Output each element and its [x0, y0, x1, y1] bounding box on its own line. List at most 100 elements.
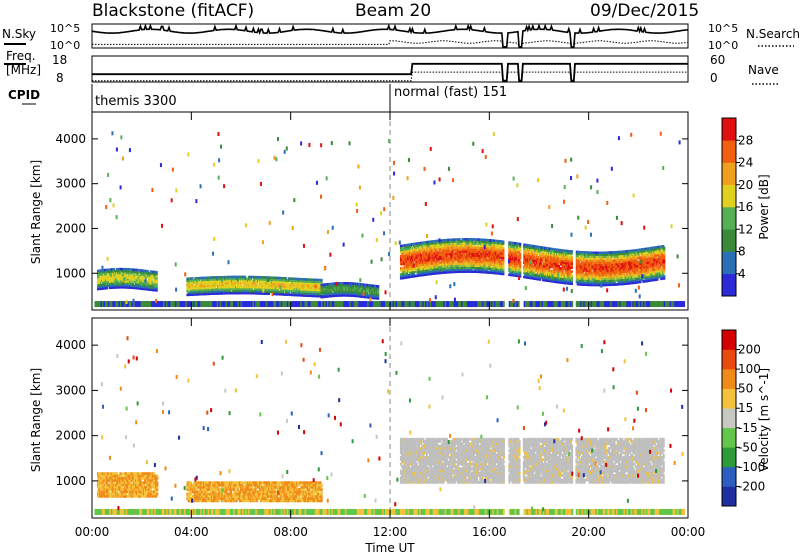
power-scatter-cell	[270, 276, 273, 279]
power-scatter-cell	[229, 287, 232, 291]
power-scatter-cell	[257, 286, 261, 289]
count-tick-left-top: 10^5	[50, 22, 80, 35]
power-scatter-cell	[591, 283, 594, 287]
power-scatter-cell	[595, 251, 598, 255]
power-scatter-cell	[519, 242, 522, 246]
power-scatter-cell	[496, 272, 499, 275]
power-scatter-cell	[583, 277, 586, 280]
cpid-label: CPID	[8, 88, 40, 102]
power-scatter-cell	[295, 279, 298, 283]
power-scatter-cell	[406, 273, 410, 277]
power-scatter-cell	[408, 275, 412, 279]
power-scatter-cell	[457, 260, 460, 263]
power-scatter-cell	[131, 282, 134, 286]
power-scatter-cell	[227, 277, 230, 281]
power-scatter-cell	[592, 251, 595, 255]
power-scatter-cell	[254, 277, 258, 281]
power-scatter-cell	[530, 246, 533, 250]
power-scatter-cell	[305, 282, 308, 285]
power-scatter-cell	[570, 276, 573, 279]
power-scatter-cell	[519, 263, 522, 266]
power-scatter-cell	[534, 263, 537, 266]
power-scatter-cell	[265, 278, 269, 281]
power-scatter-cell	[463, 250, 466, 253]
power-scatter-cell	[265, 284, 269, 287]
power-scatter-cell	[502, 248, 505, 252]
power-scatter-cell	[541, 252, 545, 256]
power-scatter-cell	[136, 280, 139, 284]
power-scatter-cell	[405, 272, 409, 275]
power-scatter-cell	[193, 279, 196, 282]
power-scatter-cell	[578, 281, 581, 284]
beam-label: Beam 20	[355, 1, 431, 21]
power-scatter-cell	[568, 280, 571, 283]
power-scatter-cell	[120, 271, 124, 275]
power-scatter-cell	[519, 271, 522, 274]
power-scatter-cell	[474, 238, 477, 241]
freq-trace	[92, 62, 688, 82]
power-scatter-cell	[456, 258, 459, 261]
power-scatter-cell	[477, 248, 480, 251]
power-scatter-cell	[155, 274, 158, 278]
power-scatter-cell	[146, 270, 149, 273]
power-scatter-cell	[519, 267, 522, 270]
power-scatter-cell	[286, 281, 289, 284]
power-scatter-cell	[241, 291, 244, 295]
power-scatter-cell	[423, 245, 426, 248]
power-scatter-cell	[116, 271, 120, 275]
power-scatter-cell	[120, 267, 124, 271]
power-scatter-cell	[229, 289, 232, 293]
power-scatter-cell	[210, 288, 213, 291]
power-scatter-cell	[252, 277, 256, 281]
power-scatter-cell	[605, 283, 608, 287]
power-scatter-cell	[539, 266, 543, 269]
power-scatter-cell	[461, 242, 464, 245]
power-scatter-cell	[199, 292, 202, 296]
power-scatter-cell	[450, 244, 453, 248]
power-scatter-cell	[324, 293, 327, 296]
power-scatter-cell	[485, 265, 488, 268]
power-scatter-cell	[556, 262, 560, 266]
power-scatter-cell	[431, 246, 434, 249]
power-scatter-cell	[193, 289, 196, 292]
power-scatter-cell	[437, 243, 440, 247]
power-scatter-cell	[408, 247, 412, 250]
power-scatter-cell	[286, 293, 289, 296]
power-scatter-cell	[494, 269, 497, 273]
power-scatter-cell	[471, 240, 474, 243]
power-scatter-cell	[237, 289, 240, 293]
power-scatter-cell	[239, 287, 242, 291]
power-scatter-cell	[270, 290, 273, 294]
power-scatter-cell	[561, 277, 565, 280]
power-scatter-cell	[544, 259, 548, 262]
power-scatter-cell	[519, 254, 522, 258]
power-scatter-cell	[225, 289, 228, 293]
power-scatter-cell	[452, 256, 455, 260]
power-scatter-cell	[443, 241, 446, 244]
power-scatter-cell	[110, 282, 114, 285]
power-scatter-cell	[146, 276, 149, 279]
power-scatter-cell	[600, 265, 603, 269]
power-scatter-cell	[605, 261, 608, 265]
power-scatter-cell	[298, 277, 301, 281]
power-scatter-cell	[149, 282, 152, 285]
power-scatter-cell	[488, 245, 491, 248]
power-scatter-cell	[352, 286, 355, 289]
power-scatter-cell	[576, 254, 579, 258]
power-scatter-cell	[111, 276, 115, 279]
power-scatter-cell	[188, 283, 191, 286]
power-scatter-cell	[482, 260, 485, 264]
power-scatter-cell	[106, 280, 110, 284]
power-scatter-cell	[517, 270, 520, 274]
power-scatter-cell	[262, 282, 266, 285]
power-scatter-cell	[356, 294, 359, 298]
power-scatter-cell	[462, 262, 465, 265]
power-scatter-cell	[498, 258, 501, 261]
power-scatter-cell	[338, 292, 341, 295]
power-scatter-cell	[149, 278, 152, 281]
power-scatter-cell	[516, 274, 519, 278]
power-scatter-cell	[515, 270, 518, 273]
power-scatter-cell	[515, 256, 518, 259]
power-scatter-cell	[249, 277, 253, 281]
